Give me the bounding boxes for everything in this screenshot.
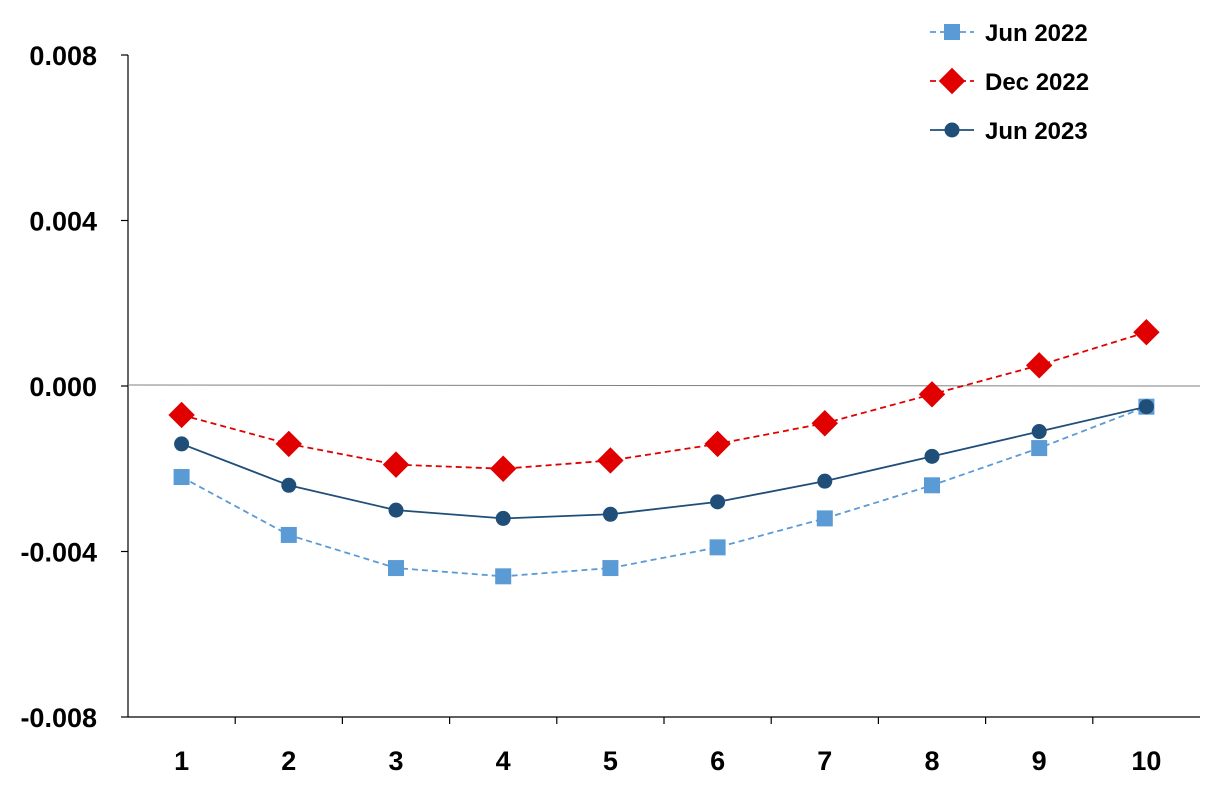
legend-item-jun-2023: Jun 2023: [930, 118, 1088, 145]
legend: Jun 2022 Dec 2022 Jun 2023: [930, 20, 1089, 145]
x-tick-label: 5: [603, 746, 618, 776]
data-point-jun-2023: [602, 506, 618, 522]
data-point-jun-2022: [495, 568, 512, 585]
data-point-jun-2023: [817, 473, 833, 489]
x-tick-label: 7: [817, 746, 832, 776]
y-tick-label: 0.008: [29, 41, 97, 71]
y-tick-label: 0.004: [29, 207, 97, 237]
x-tick-label: 3: [388, 746, 403, 776]
legend-marker-jun-2023: [944, 122, 960, 138]
data-point-jun-2023: [281, 477, 297, 493]
axes: [127, 55, 1201, 718]
data-point-dec-2022: [382, 451, 410, 478]
series-dec-2022: [168, 319, 1160, 482]
data-point-jun-2023: [924, 448, 940, 464]
series: [168, 319, 1160, 585]
data-point-dec-2022: [1133, 319, 1160, 346]
data-point-dec-2022: [275, 430, 302, 458]
series-line-jun-2023: [181, 405, 1147, 520]
x-tick-label: 6: [710, 746, 725, 776]
data-point-dec-2022: [1026, 352, 1053, 379]
zero-reference-line: [127, 384, 1201, 387]
data-point-jun-2023: [388, 502, 404, 518]
data-point-jun-2022: [924, 477, 940, 494]
legend-item-dec-2022: Dec 2022: [930, 67, 1089, 96]
y-tick-label: 0.000: [29, 372, 97, 402]
data-point-dec-2022: [168, 401, 195, 429]
x-tick-label: 2: [281, 746, 296, 776]
legend-label: Jun 2023: [985, 118, 1088, 145]
x-tick-label: 8: [924, 746, 939, 776]
data-point-dec-2022: [597, 447, 624, 474]
data-point-jun-2022: [602, 560, 619, 577]
series-line-dec-2022: [181, 331, 1147, 470]
series-line-jun-2022: [181, 405, 1147, 578]
data-point-jun-2022: [388, 560, 404, 577]
series-jun-2022: [173, 398, 1155, 585]
data-point-dec-2022: [811, 410, 838, 437]
legend-label: Jun 2022: [985, 20, 1088, 47]
x-tick-label: 10: [1131, 746, 1161, 776]
data-point-jun-2022: [709, 539, 726, 556]
legend-label: Dec 2022: [985, 69, 1089, 96]
y-axis-ticks: 0.008 0.004 0.000 -0.004 -0.008: [20, 41, 128, 733]
y-tick-label: -0.008: [20, 703, 97, 733]
data-point-jun-2022: [173, 469, 190, 486]
legend-marker-jun-2022: [944, 24, 960, 40]
x-tick-label: 1: [174, 746, 189, 776]
data-point-jun-2023: [495, 510, 511, 526]
data-point-jun-2023: [1031, 424, 1047, 440]
data-point-dec-2022: [490, 455, 517, 482]
y-tick-label: -0.004: [20, 538, 97, 568]
data-point-jun-2023: [710, 494, 726, 510]
x-tick-label: 4: [496, 746, 511, 776]
data-point-jun-2022: [816, 510, 833, 527]
data-point-dec-2022: [704, 430, 731, 458]
x-tick-label: 9: [1032, 746, 1047, 776]
legend-marker-dec-2022: [938, 67, 966, 95]
data-point-jun-2022: [1031, 440, 1048, 457]
data-point-jun-2023: [174, 436, 190, 452]
data-point-dec-2022: [918, 381, 946, 408]
x-axis-ticks: 1 2 3 4 5 6 7 8 9 10: [174, 717, 1161, 776]
legend-item-jun-2022: Jun 2022: [930, 20, 1088, 47]
data-point-jun-2022: [280, 526, 297, 543]
data-point-jun-2023: [1138, 399, 1154, 415]
series-jun-2023: [174, 399, 1154, 526]
